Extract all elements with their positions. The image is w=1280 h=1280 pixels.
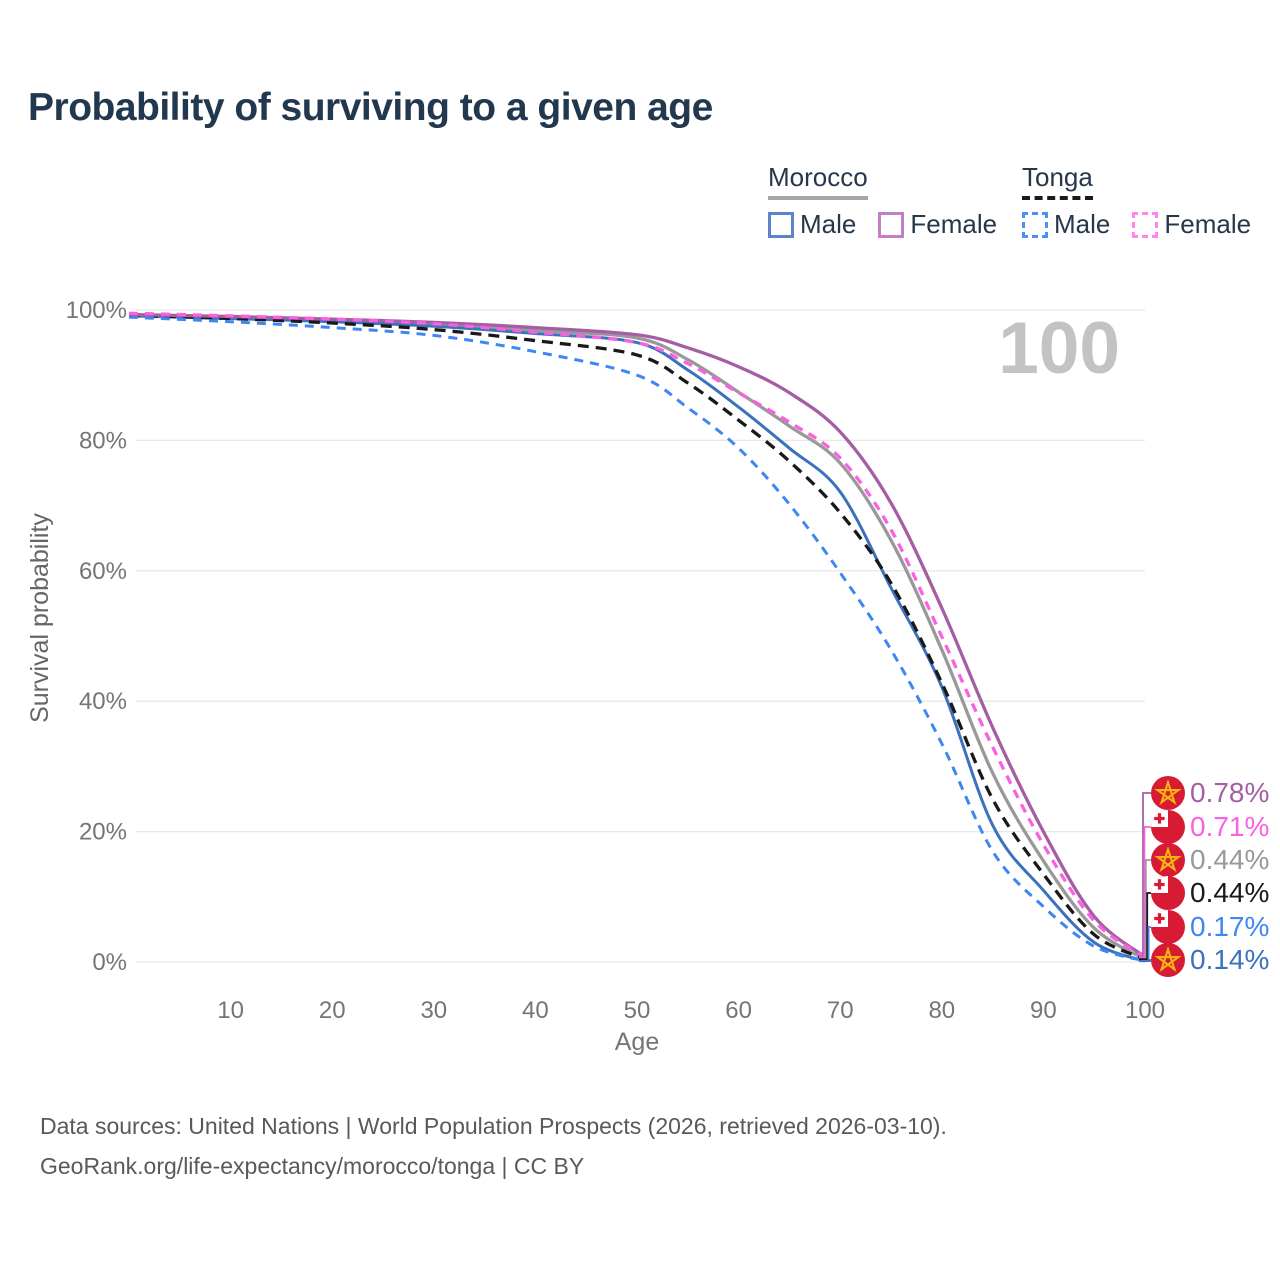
legend-country-morocco: Morocco xyxy=(768,162,868,192)
x-axis-tick-label: 40 xyxy=(522,997,549,1024)
series-line-tonga-both-sexes xyxy=(128,313,1146,961)
endpoint-label-tonga-male: 0.17% xyxy=(1151,910,1269,944)
morocco-both-line-swatch xyxy=(768,196,868,200)
endpoint-label-tonga-female: 0.71% xyxy=(1151,810,1269,844)
y-axis-tick-label: 40% xyxy=(79,688,127,715)
legend-country-tonga: Tonga xyxy=(1022,162,1093,192)
y-axis-tick-label: 80% xyxy=(79,427,127,454)
legend-group-tonga: Tonga Male Female xyxy=(1022,162,1251,240)
x-axis-tick-label: 70 xyxy=(827,997,854,1024)
tonga-flag-icon xyxy=(1151,876,1185,910)
legend-item-morocco-male: Male xyxy=(768,209,856,240)
tonga-flag-icon xyxy=(1151,810,1185,844)
endpoint-value: 0.44% xyxy=(1190,877,1270,908)
x-axis-tick-label: 10 xyxy=(217,997,244,1024)
morocco-male-swatch-icon xyxy=(768,211,794,238)
watermark-age-100: 100 xyxy=(998,308,1120,389)
endpoint-connector xyxy=(1139,892,1151,960)
y-axis-tick-label: 100% xyxy=(66,297,127,324)
legend-item-morocco-female: Female xyxy=(878,209,997,240)
legend-item-tonga-female: Female xyxy=(1132,209,1251,240)
morocco-flag-icon xyxy=(1151,943,1185,977)
endpoint-connector xyxy=(1139,959,1151,962)
y-axis-title: Survival probability xyxy=(26,513,54,723)
x-axis-tick-label: 50 xyxy=(624,997,651,1024)
tonga-flag-icon xyxy=(1151,910,1185,944)
legend-label: Female xyxy=(910,209,998,239)
legend-label: Male xyxy=(1054,209,1111,239)
tonga-both-line-swatch xyxy=(1022,196,1093,200)
tonga-male-swatch-icon xyxy=(1022,211,1048,238)
x-axis-tick-label: 20 xyxy=(319,997,346,1024)
x-axis-title: Age xyxy=(615,1028,659,1056)
y-axis-tick-label: 0% xyxy=(92,949,127,976)
endpoint-value: 0.71% xyxy=(1190,811,1270,842)
tonga-female-swatch-icon xyxy=(1132,211,1159,238)
endpoint-connector xyxy=(1139,826,1151,959)
legend-item-tonga-male: Male xyxy=(1022,209,1110,240)
endpoint-label-tonga-both-sexes: 0.44% xyxy=(1151,876,1269,910)
endpoint-label-morocco-both-sexes: 0.44% xyxy=(1151,843,1269,877)
morocco-flag-icon xyxy=(1151,843,1185,877)
footer-line-1: Data sources: United Nations | World Pop… xyxy=(40,1113,947,1139)
legend-group-morocco: Morocco Male Female xyxy=(768,162,997,240)
page-title: Probability of surviving to a given age xyxy=(28,86,713,129)
x-axis-tick-label: 60 xyxy=(725,997,752,1024)
endpoint-label-morocco-male: 0.14% xyxy=(1151,943,1269,977)
y-axis-tick-label: 20% xyxy=(79,819,127,846)
series-line-morocco-female xyxy=(128,312,1147,959)
data-source-footer: Data sources: United Nations | World Pop… xyxy=(40,1106,947,1186)
y-axis-tick-label: 60% xyxy=(79,558,127,585)
endpoint-label-morocco-female: 0.78% xyxy=(1151,776,1269,810)
endpoint-value: 0.44% xyxy=(1190,844,1270,875)
morocco-female-swatch-icon xyxy=(878,211,905,238)
series-line-tonga-male xyxy=(128,315,1146,963)
x-axis-tick-label: 30 xyxy=(420,997,447,1024)
series-line-morocco-male xyxy=(128,314,1146,963)
legend-label: Male xyxy=(800,209,857,239)
legend-label: Female xyxy=(1164,209,1252,239)
morocco-flag-icon xyxy=(1151,776,1185,810)
endpoint-value: 0.17% xyxy=(1190,911,1270,942)
series-line-tonga-female xyxy=(128,311,1146,959)
x-axis-tick-label: 100 xyxy=(1125,997,1165,1024)
endpoint-value: 0.78% xyxy=(1190,777,1270,808)
footer-line-2: GeoRank.org/life-expectancy/morocco/tong… xyxy=(40,1153,585,1179)
x-axis-tick-label: 90 xyxy=(1030,997,1057,1024)
x-axis-tick-label: 80 xyxy=(928,997,955,1024)
series-line-morocco-both-sexes xyxy=(128,313,1146,961)
endpoint-value: 0.14% xyxy=(1190,944,1270,975)
